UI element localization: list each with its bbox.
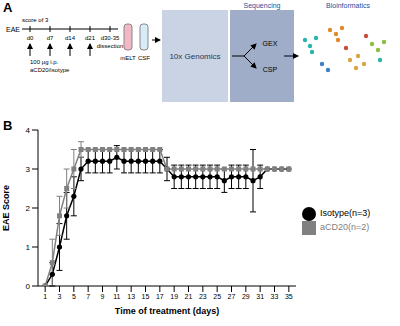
html-text:Isotype(n=3): Isotype(n=3) (320, 208, 371, 219)
svg-text:Time of treatment (days): Time of treatment (days) (115, 306, 219, 316)
svg-text:13: 13 (127, 293, 135, 300)
svg-text:9: 9 (101, 293, 105, 300)
svg-text:19: 19 (170, 293, 178, 300)
svg-text:Bioinformatics: Bioinformatics (326, 2, 370, 9)
svg-text:d7: d7 (47, 35, 54, 41)
svg-text:27: 27 (228, 293, 236, 300)
svg-text:Sequencing: Sequencing (244, 2, 281, 10)
svg-text:dissection: dissection (97, 43, 124, 49)
html-text:B: B (3, 118, 13, 133)
svg-text:33: 33 (271, 293, 279, 300)
svg-text:7: 7 (86, 293, 90, 300)
svg-text:d21: d21 (85, 35, 96, 41)
svg-text:29: 29 (242, 293, 250, 300)
svg-text:1: 1 (26, 243, 31, 252)
svg-text:21: 21 (185, 293, 193, 300)
svg-text:100 μg i.p.: 100 μg i.p. (30, 59, 58, 65)
svg-text:5: 5 (72, 293, 76, 300)
svg-text:score of 3: score of 3 (22, 17, 49, 23)
svg-text:d0: d0 (27, 35, 34, 41)
svg-text:CSF: CSF (138, 55, 150, 61)
svg-text:EAE Score: EAE Score (1, 185, 11, 231)
svg-text:25: 25 (213, 293, 221, 300)
svg-text:d30-35: d30-35 (101, 35, 120, 41)
svg-text:31: 31 (256, 293, 264, 300)
svg-text:3: 3 (58, 293, 62, 300)
svg-text:35: 35 (285, 293, 293, 300)
svg-text:d14: d14 (65, 35, 76, 41)
svg-text:15: 15 (142, 293, 150, 300)
svg-text:10x Genomics: 10x Genomics (169, 52, 220, 61)
svg-text:0: 0 (26, 282, 31, 291)
svg-text:4: 4 (26, 126, 31, 135)
svg-text:1: 1 (43, 293, 47, 300)
svg-text:GEX: GEX (263, 40, 278, 47)
svg-text:3: 3 (26, 165, 31, 174)
svg-text:2: 2 (26, 204, 31, 213)
svg-text:aCD20/isotype: aCD20/isotype (30, 67, 70, 73)
svg-text:17: 17 (156, 293, 164, 300)
svg-text:11: 11 (113, 293, 120, 300)
svg-text:23: 23 (199, 293, 207, 300)
html-text:aCD20(n=2): aCD20(n=2) (320, 222, 370, 233)
svg-text:EAE: EAE (6, 26, 20, 33)
svg-text:CSP: CSP (263, 66, 278, 73)
svg-text:A: A (3, 0, 13, 15)
svg-text:mELT: mELT (120, 55, 136, 61)
